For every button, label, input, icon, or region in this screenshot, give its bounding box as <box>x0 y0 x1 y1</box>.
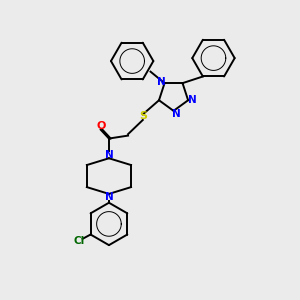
Text: N: N <box>188 95 196 105</box>
Text: N: N <box>105 150 113 160</box>
Text: S: S <box>139 112 147 122</box>
Text: N: N <box>157 77 165 87</box>
Text: O: O <box>96 121 105 131</box>
Text: Cl: Cl <box>74 236 85 246</box>
Text: N: N <box>172 109 180 119</box>
Text: N: N <box>105 192 113 203</box>
